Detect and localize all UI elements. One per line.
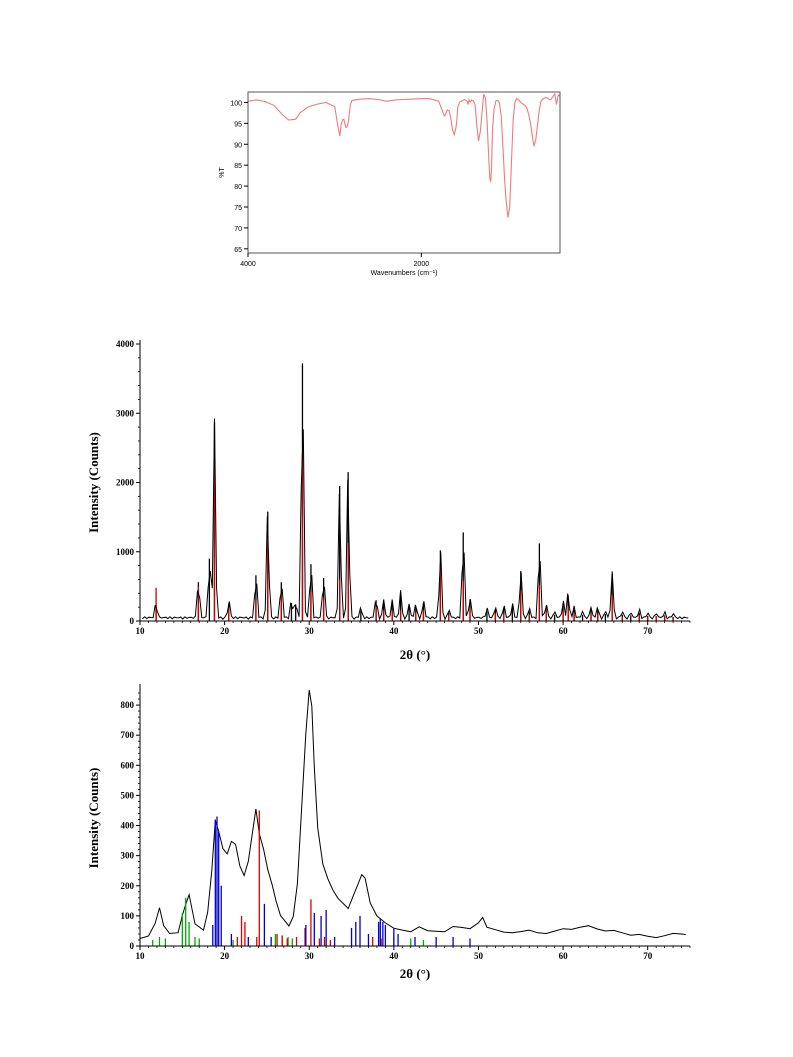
y-tick-label: 100 [230,100,242,107]
y-tick-label: 90 [234,142,242,149]
x-tick-label: 60 [559,951,569,961]
x-tick-label: 50 [474,626,484,636]
y-tick-label: 95 [234,121,242,128]
diffraction-profile-line [142,418,689,621]
y-tick-label: 80 [234,184,242,191]
x-tick-label: 40 [389,951,399,961]
x-tick-label: 10 [136,951,146,961]
x-tick-label: 60 [559,626,569,636]
x-tick-label: 40 [389,626,399,636]
y-tick-label: 1000 [116,547,135,557]
x-tick-label: 20 [220,951,230,961]
xrd-pattern-chart-1: 0 1000 2000 3000 4000 10 20 30 40 50 60 70 2θ (°) Int… [86,339,691,662]
y-tick-label: 600 [121,760,135,770]
x-tick-label: 70 [643,951,653,961]
y-tick-label: 65 [234,247,242,254]
x-axis-label: 2θ (°) [400,966,430,981]
y-tick-label: 400 [121,821,135,831]
y-tick-label: 2000 [116,478,135,488]
plot-frame [247,91,561,254]
y-tick-label: 200 [121,881,135,891]
y-axis-label: %T [219,167,226,178]
x-tick-label: 50 [474,951,484,961]
y-tick-label: 0 [130,941,135,951]
y-tick-label: 500 [121,790,135,800]
x-tick-label: 4000 [240,261,256,268]
y-tick-label: 800 [121,700,135,710]
y-tick-label: 700 [121,730,135,740]
x-tick-label: 30 [305,951,315,961]
x-axis-label: 2θ (°) [400,647,430,662]
y-tick-label: 70 [234,226,242,233]
x-tick-label: 70 [643,626,653,636]
y-axis-label: Intensity (Counts) [86,768,101,869]
ir-spectrum-chart: 65 70 75 80 85 90 95 100 4000 2000 Wavenumbers (cm… [219,91,561,277]
x-tick-label: 10 [136,626,146,636]
x-axis-label: Wavenumbers (cm⁻¹) [371,270,438,277]
x-tick-label: 2000 [414,261,430,268]
xrd-pattern-chart-2: 0 100 200 300 400 500 600 700 800 10 20 30 40 50 60 70 2… [86,684,691,981]
y-tick-label: 75 [234,205,242,212]
x-tick-label: 30 [305,626,315,636]
y-tick-label: 85 [234,163,242,170]
series-line-0 [247,92,561,218]
y-tick-label: 100 [121,911,135,921]
y-tick-label: 0 [130,616,135,626]
y-tick-label: 4000 [116,339,135,349]
y-axis-label: Intensity (Counts) [86,432,101,533]
series-line-0 [139,689,686,939]
y-tick-label: 300 [121,851,135,861]
y-tick-label: 3000 [116,408,135,418]
x-tick-label: 20 [220,626,230,636]
